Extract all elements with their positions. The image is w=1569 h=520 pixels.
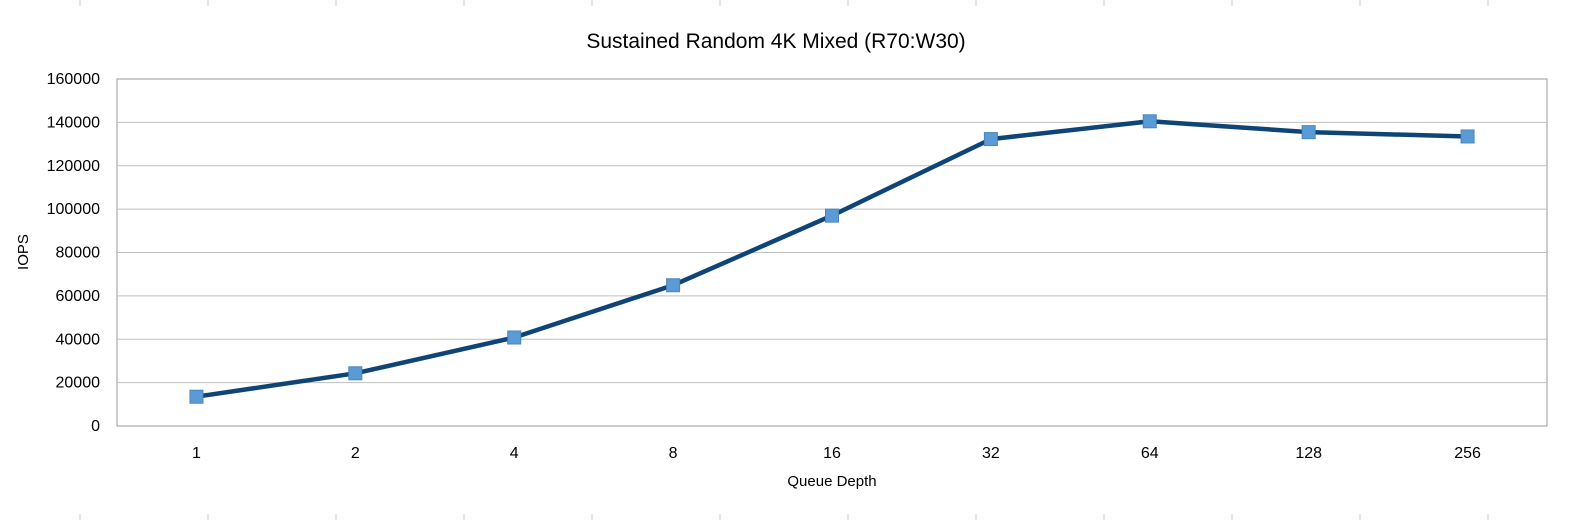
y-tick-label: 100000 <box>47 201 100 218</box>
y-tick-label: 40000 <box>56 331 101 348</box>
x-tick-label: 32 <box>982 445 1000 462</box>
gridlines <box>117 121 1547 384</box>
data-point-marker <box>825 208 839 223</box>
y-tick-label: 60000 <box>56 288 101 305</box>
data-point-marker <box>348 366 363 381</box>
data-point-marker <box>666 278 681 293</box>
y-tick-label: 120000 <box>47 158 100 175</box>
data-point-marker <box>1460 129 1475 144</box>
y-axis-tick-labels: 0 20000 40000 60000 80000 100000 120000 140000 1… <box>47 71 100 435</box>
x-tick-label: 2 <box>351 445 360 462</box>
y-tick-label: 0 <box>91 418 100 435</box>
x-axis-label: Queue Depth <box>787 473 876 490</box>
y-tick-label: 140000 <box>47 114 100 131</box>
data-point-marker <box>189 389 204 404</box>
y-tick-label: 80000 <box>56 245 101 262</box>
tick-marks-bottom <box>79 514 1489 520</box>
data-point-marker <box>983 132 998 147</box>
data-point-marker <box>507 330 522 345</box>
x-axis-tick-labels: 1 2 4 8 16 32 64 128 256 <box>192 445 1481 462</box>
x-tick-label: 64 <box>1141 445 1159 462</box>
chart-title: Sustained Random 4K Mixed (R70:W30) <box>586 30 965 53</box>
y-tick-label: 20000 <box>56 375 101 392</box>
data-point-marker <box>1142 114 1157 129</box>
x-tick-label: 8 <box>669 445 678 462</box>
x-tick-label: 1 <box>192 445 201 462</box>
x-tick-label: 4 <box>510 445 519 462</box>
x-tick-label: 16 <box>823 445 841 462</box>
series-markers <box>189 114 1475 404</box>
x-tick-label: 128 <box>1295 445 1322 462</box>
y-tick-label: 160000 <box>47 71 100 88</box>
series-line <box>194 119 1470 399</box>
data-point-marker <box>1301 125 1316 140</box>
y-axis-label: IOPS <box>15 234 32 270</box>
tick-marks-top <box>79 0 1489 6</box>
x-tick-label: 256 <box>1454 445 1481 462</box>
